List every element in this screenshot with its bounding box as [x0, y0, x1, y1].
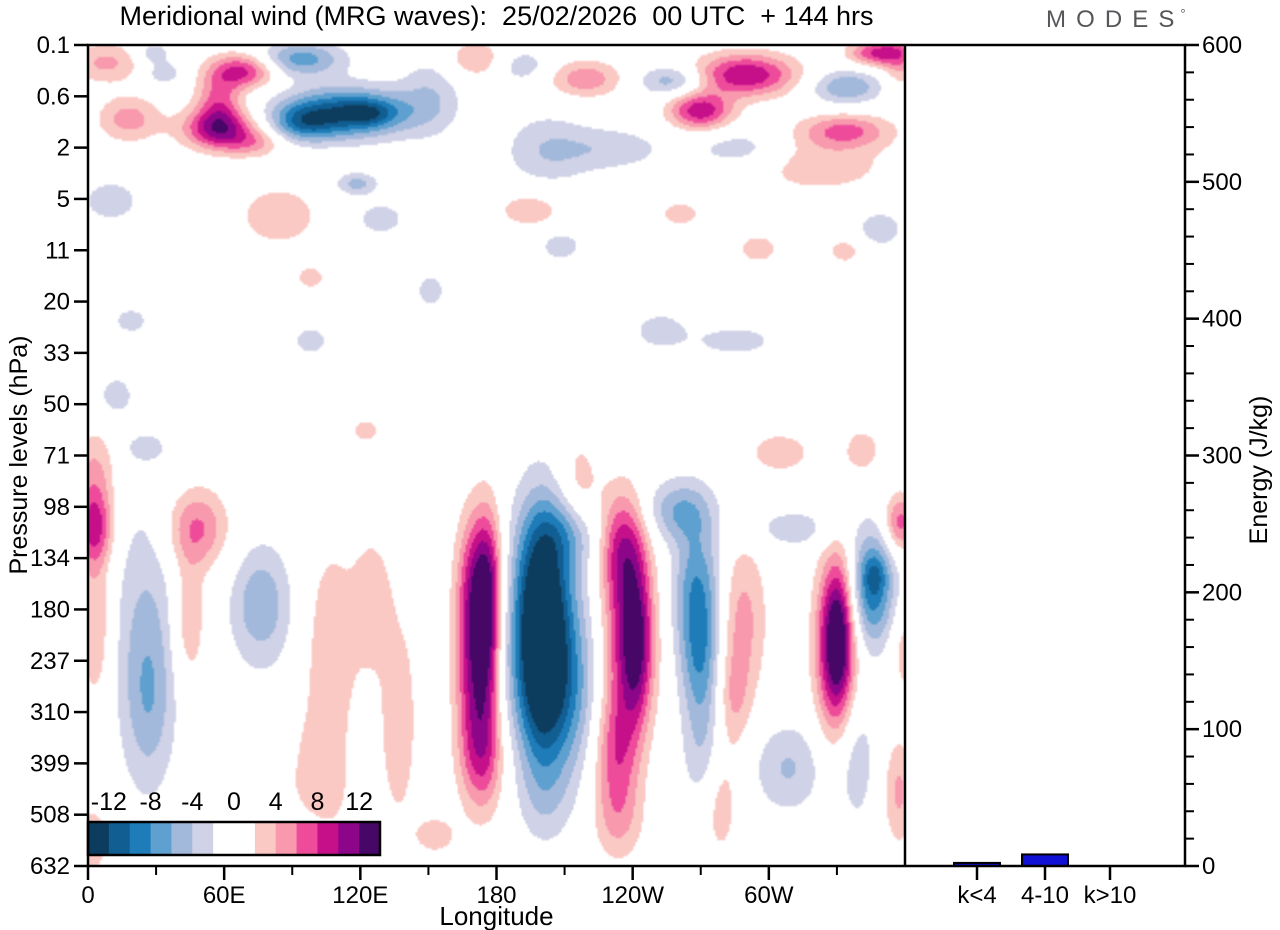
energy-tick-label: 0: [1202, 853, 1215, 880]
longitude-tick-label: 60E: [203, 882, 246, 909]
pressure-tick-label: 508: [30, 802, 70, 829]
pressure-tick-label: 180: [30, 596, 70, 623]
longitude-tick-label: 0: [81, 882, 94, 909]
wavenumber-bars: k<4 4-10 k>10: [953, 853, 1137, 909]
colorbar-label: 12: [345, 788, 373, 816]
colorbar-segment: [359, 822, 381, 855]
pressure-tick-label: 237: [30, 648, 70, 675]
colorbar-segment: [171, 822, 193, 855]
colorbar-segment: [150, 822, 173, 855]
longitude-ticks: 0 60E 120E 180 120W 60W: [81, 866, 838, 909]
colorbar-label: -4: [181, 788, 203, 816]
colorbar-label: 4: [269, 788, 283, 816]
plot-frame: [86, 43, 1187, 868]
longitude-tick-label: 120W: [601, 882, 664, 909]
colorbar-segment: [296, 822, 319, 855]
energy-tick-label: 500: [1202, 169, 1242, 196]
colorbar: -12 -8 -4 0 4 8 12: [86, 788, 382, 857]
pressure-tick-label: 71: [43, 443, 70, 470]
page-title: Meridional wind (MRG waves): 25/02/2026 …: [119, 1, 874, 31]
pressure-tick-label: 5: [57, 186, 70, 213]
wavenumber-tick-label: k>10: [1084, 882, 1137, 909]
colorbar-segment: [317, 822, 339, 855]
y-axis-title-left: Pressure levels (hPa): [5, 335, 33, 575]
energy-tick-label: 400: [1202, 306, 1242, 333]
colorbar-label: -8: [139, 788, 161, 816]
contour-field-canvas: [88, 45, 905, 866]
colorbar-segment: [192, 822, 214, 855]
energy-bar: [1021, 853, 1069, 868]
modes-logo-text: MODES: [1046, 6, 1185, 33]
pressure-tick-label: 134: [30, 545, 70, 572]
y-axis-title-right: Energy (J/kg): [1245, 395, 1273, 545]
energy-tick-label: 200: [1202, 579, 1242, 606]
pressure-tick-label: 0.1: [37, 32, 70, 59]
pressure-tick-label: 50: [43, 391, 70, 418]
longitude-tick-label: 120E: [332, 882, 388, 909]
colorbar-segment: [108, 822, 131, 855]
colorbar-segment: [338, 822, 360, 855]
colorbar-segment: [275, 822, 298, 855]
energy-ticks: 0 100 200 300 400 500 600: [1185, 32, 1242, 880]
energy-tick-label: 300: [1202, 443, 1242, 470]
pressure-tick-label: 11: [45, 237, 70, 264]
pressure-tick-label: 20: [43, 289, 70, 316]
colorbar-label: 8: [310, 788, 324, 816]
energy-tick-label: 100: [1202, 716, 1242, 743]
colorbar-segment: [129, 822, 152, 855]
energy-tick-label: 600: [1202, 32, 1242, 59]
pressure-tick-label: 33: [43, 340, 70, 367]
pressure-tick-label: 0.6: [37, 83, 70, 110]
pressure-tick-label: 399: [30, 750, 70, 777]
colorbar-label: 0: [227, 788, 241, 816]
x-axis-title: Longitude: [439, 901, 554, 930]
colorbar-label: -12: [91, 788, 127, 816]
pressure-tick-label: 2: [57, 135, 70, 162]
longitude-tick-label: 180: [476, 882, 516, 909]
colorbar-segment: [213, 822, 256, 855]
wavenumber-tick-label: 4-10: [1021, 882, 1069, 909]
colorbar-segment: [254, 822, 277, 855]
pressure-ticks: 0.1 0.6 2 5 11 20 33 50 71 98 134 180 237 310 399 508 63…: [30, 32, 88, 880]
modes-logo-symbol: °: [1180, 6, 1186, 21]
pressure-tick-label: 310: [30, 699, 70, 726]
pressure-tick-label: 632: [30, 853, 70, 880]
colorbar-segment: [88, 822, 110, 855]
pressure-tick-label: 98: [43, 494, 70, 521]
longitude-tick-label: 60W: [744, 882, 794, 909]
modes-logo: MODES°: [1046, 6, 1186, 34]
wavenumber-tick-label: k<4: [957, 882, 996, 909]
